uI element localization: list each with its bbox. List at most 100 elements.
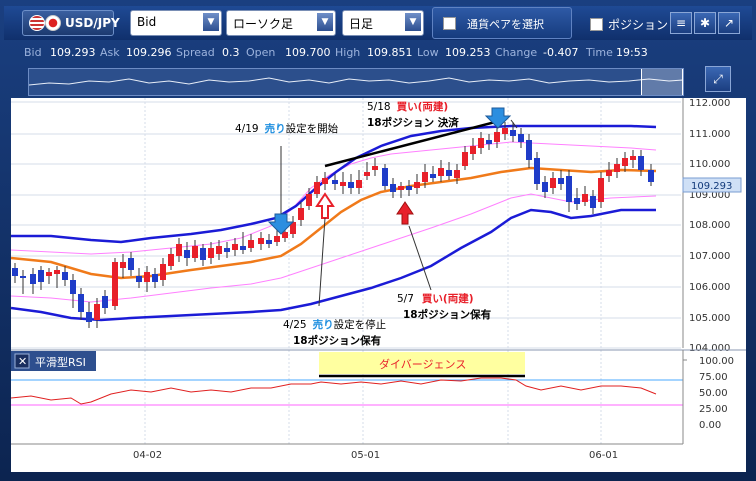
candle-up xyxy=(398,186,404,190)
candle-up xyxy=(94,304,100,320)
close-icon[interactable] xyxy=(14,353,30,369)
price-type-select[interactable]: Bid ▼ xyxy=(130,10,222,36)
candle-up xyxy=(454,170,460,178)
candle-down xyxy=(648,170,654,182)
candle-down xyxy=(62,272,68,280)
chevron-down-icon[interactable]: ▼ xyxy=(203,13,219,31)
svg-text:18ポジション 決済: 18ポジション 決済 xyxy=(367,116,459,129)
date-axis: 04-02 05-01 06-01 xyxy=(11,443,683,461)
currency-pair-button[interactable]: USD/JPY xyxy=(22,10,120,36)
chart-type-value: ローソク足 xyxy=(233,17,294,31)
candle-up xyxy=(54,270,60,274)
candle-down xyxy=(240,246,246,250)
candle-up xyxy=(340,182,346,186)
date-tick: 06-01 xyxy=(589,450,618,461)
price-chart[interactable]: 112.000 111.000 110.000 109.000 108.000 … xyxy=(10,98,746,472)
candle-up xyxy=(160,264,166,280)
navigator-handle[interactable] xyxy=(641,69,683,95)
price-tick: 110.000 xyxy=(689,159,730,170)
chart-navigator[interactable] xyxy=(28,68,684,96)
candle-down xyxy=(70,280,76,294)
bid-label: Bid xyxy=(24,46,42,59)
candle-up xyxy=(216,246,222,254)
candle-up xyxy=(414,182,420,188)
popout-icon[interactable]: ↗ xyxy=(718,12,740,34)
chevron-down-icon[interactable]: ▼ xyxy=(405,13,421,31)
candle-down xyxy=(224,248,230,252)
navigator-preview xyxy=(28,77,684,86)
jp-flag-icon xyxy=(45,15,61,31)
candle-up xyxy=(470,146,476,154)
chart-type-select[interactable]: ローソク足 ▼ xyxy=(226,10,336,36)
annotation-arrows xyxy=(267,107,518,307)
select-pair-checkbox[interactable] xyxy=(443,17,456,30)
select-pair-button[interactable]: 通貨ペアを選択 xyxy=(432,7,572,39)
ask-value: 109.296 xyxy=(126,46,172,59)
current-price-tag: 109.293 xyxy=(682,177,742,193)
open-value: 109.700 xyxy=(285,46,331,59)
position-label: ポジション xyxy=(608,18,669,32)
us-flag-icon xyxy=(29,15,45,31)
candle-up xyxy=(438,168,444,176)
candle-down xyxy=(152,274,158,282)
price-tick: 109.000 xyxy=(689,190,730,201)
candle-up xyxy=(502,128,508,134)
candle-down xyxy=(574,198,580,204)
chevron-down-icon[interactable]: ▼ xyxy=(317,13,333,31)
rsi-panel: ✕ 平滑型RSI ダイバージェンス 100.00 75.00 50.00 25.… xyxy=(10,349,746,444)
zoom-fit-icon[interactable]: ⤢ xyxy=(705,66,731,92)
position-checkbox[interactable] xyxy=(590,18,603,31)
candle-down xyxy=(510,130,516,136)
price-tick: 107.000 xyxy=(689,251,730,262)
price-axis: 112.000 111.000 110.000 109.000 108.000 … xyxy=(682,98,730,354)
candle-down xyxy=(332,180,338,184)
menu-icon[interactable]: ≡ xyxy=(670,12,692,34)
bid-value: 109.293 xyxy=(50,46,96,59)
candle-up xyxy=(112,262,118,306)
candle-up xyxy=(258,238,264,244)
annotation-5-7: 5/7 買い(両建) 18ポジション保有 xyxy=(397,292,492,321)
candle-down xyxy=(266,240,272,244)
open-label: Open xyxy=(246,46,276,59)
candle-down xyxy=(638,156,644,170)
price-tick: 104.000 xyxy=(689,343,730,354)
candle-down xyxy=(86,312,92,322)
candle-down xyxy=(486,140,492,144)
bollinger-upper-inner xyxy=(10,141,657,255)
candle-up xyxy=(314,182,320,194)
candle-down xyxy=(38,270,44,282)
candle-up xyxy=(192,246,198,258)
rsi-header xyxy=(11,351,96,371)
candle-up xyxy=(606,170,612,176)
toolbar: USD/JPY Bid ▼ ローソク足 ▼ 日足 ▼ 通貨ペアを選択 ポジション… xyxy=(4,6,752,40)
candle-up xyxy=(298,208,304,220)
high-value: 109.851 xyxy=(367,46,413,59)
close-icon-glyph[interactable]: ✕ xyxy=(18,355,27,368)
ask-label: Ask xyxy=(100,46,120,59)
grid xyxy=(11,98,681,444)
change-value: -0.407 xyxy=(543,46,579,59)
price-tick: 105.000 xyxy=(689,313,730,324)
gear-icon[interactable]: ✱ xyxy=(694,12,716,34)
date-tick: 04-02 xyxy=(133,450,162,461)
candlesticks xyxy=(12,122,654,328)
candle-down xyxy=(542,182,548,192)
candle-down xyxy=(526,140,532,160)
candle-down xyxy=(200,248,206,260)
candle-down xyxy=(446,170,452,176)
candle-up xyxy=(356,180,362,188)
time-value: 19:53 xyxy=(616,46,648,59)
price-tick: 106.000 xyxy=(689,282,730,293)
candle-up xyxy=(46,272,52,276)
candle-up xyxy=(364,172,370,176)
candle-up xyxy=(306,194,312,206)
period-select[interactable]: 日足 ▼ xyxy=(342,10,424,36)
candle-up xyxy=(598,178,604,202)
candle-up xyxy=(494,132,500,142)
rsi-tick: 100.00 xyxy=(699,356,734,367)
candle-up xyxy=(550,178,556,188)
candle-up xyxy=(144,272,150,282)
